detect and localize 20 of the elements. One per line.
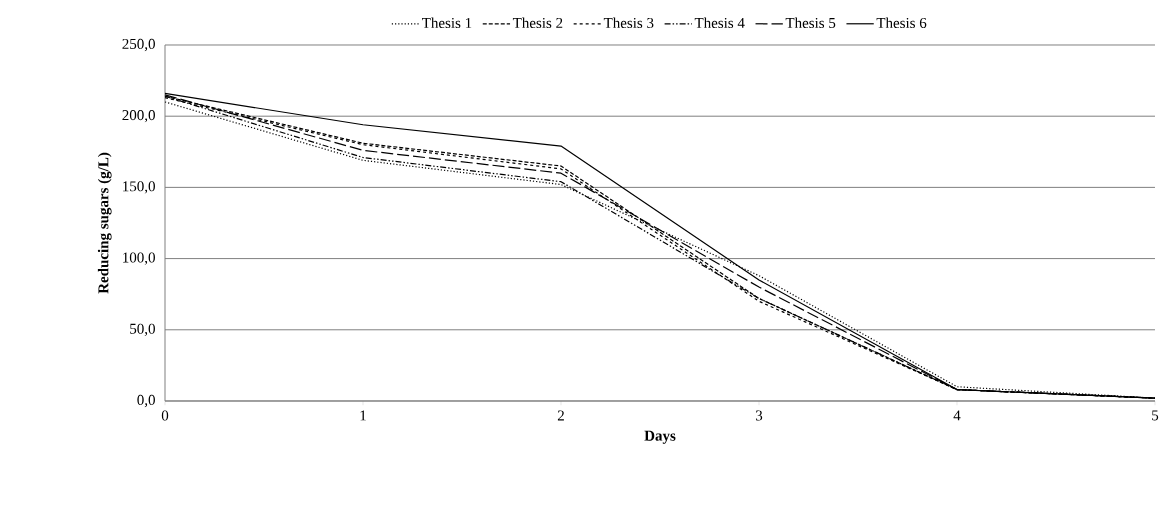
x-tick-label: 3 bbox=[755, 410, 763, 421]
y-tick-label: 50,0 bbox=[130, 323, 155, 336]
legend-label: Thesis 6 bbox=[876, 17, 927, 29]
legend-label: Thesis 1 bbox=[422, 17, 472, 29]
x-tick-label: 1 bbox=[360, 410, 366, 421]
y-tick-label: 250,0 bbox=[122, 38, 155, 52]
legend-label: Thesis 2 bbox=[512, 17, 563, 29]
y-tick-label: 0,0 bbox=[137, 394, 155, 408]
y-tick-label: 200,0 bbox=[122, 110, 155, 123]
y-tick-label: 150,0 bbox=[123, 181, 155, 194]
legend-label: Thesis 4 bbox=[694, 17, 745, 29]
y-tick-label: 100,0 bbox=[123, 252, 155, 265]
legend-label: Thesis 5 bbox=[785, 17, 836, 29]
legend-label: Thesis 3 bbox=[603, 17, 654, 29]
x-tick-label: 5 bbox=[1152, 410, 1159, 421]
y-axis-title: Reducing sugars (g/L) bbox=[97, 152, 112, 294]
x-axis-title: Days bbox=[644, 430, 676, 444]
x-tick-label: 0 bbox=[161, 410, 169, 421]
x-tick-label: 4 bbox=[953, 410, 961, 421]
x-tick-label: 2 bbox=[557, 410, 564, 421]
